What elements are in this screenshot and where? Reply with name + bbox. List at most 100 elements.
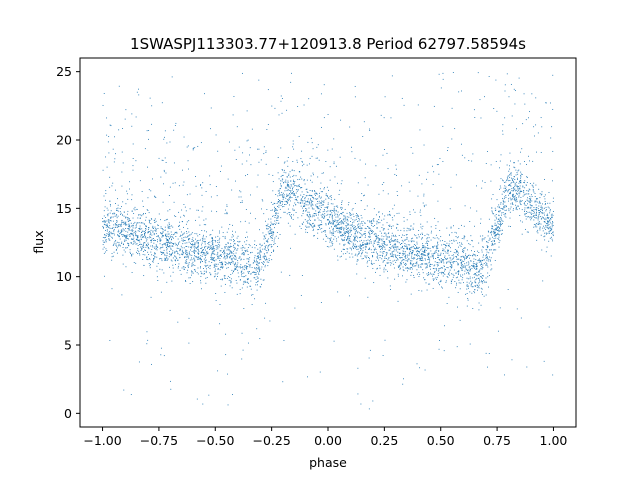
data-point (371, 252, 373, 253)
data-point (466, 305, 468, 307)
data-point (292, 183, 294, 185)
data-point (447, 251, 449, 253)
data-point (349, 238, 351, 240)
data-point (190, 246, 191, 248)
data-point (130, 232, 132, 234)
data-point (160, 239, 162, 241)
data-point (221, 247, 223, 249)
data-point (482, 282, 484, 284)
data-point (393, 254, 395, 256)
data-point (130, 253, 131, 255)
data-point (479, 276, 481, 278)
data-point (205, 277, 207, 279)
data-point (257, 255, 259, 257)
data-point (380, 114, 382, 116)
data-point (272, 224, 274, 226)
data-point (337, 231, 339, 233)
data-point (138, 227, 140, 229)
data-point (498, 229, 500, 231)
data-point (490, 257, 492, 259)
data-point (383, 246, 385, 248)
data-point (259, 262, 260, 264)
data-point (163, 136, 165, 138)
data-point (181, 247, 183, 249)
data-point (132, 225, 134, 227)
data-point (203, 224, 205, 226)
data-point (520, 177, 522, 179)
data-point (420, 215, 422, 217)
data-point (108, 232, 110, 234)
data-point (354, 245, 356, 247)
data-point (109, 230, 110, 232)
data-point (504, 84, 506, 86)
data-point (132, 169, 134, 171)
data-point (386, 238, 388, 240)
data-point (137, 230, 139, 232)
data-point (348, 202, 350, 203)
data-point (240, 202, 242, 203)
data-point (519, 163, 521, 165)
data-point (274, 220, 276, 222)
data-point (124, 222, 126, 224)
data-point (135, 239, 137, 241)
data-point (268, 258, 270, 260)
data-point (311, 203, 313, 205)
data-point (186, 242, 188, 244)
data-point (135, 226, 137, 228)
data-point (171, 245, 173, 247)
data-point (457, 264, 459, 266)
data-point (432, 273, 434, 275)
data-point (446, 258, 448, 260)
data-point (288, 198, 290, 200)
data-point (418, 252, 420, 254)
data-point (320, 203, 322, 205)
data-point (486, 256, 488, 258)
data-point (239, 288, 241, 290)
data-point (344, 227, 346, 229)
data-point (194, 265, 196, 266)
data-point (305, 225, 307, 227)
data-point (422, 269, 424, 271)
data-point (132, 243, 134, 245)
data-point (374, 242, 375, 244)
data-point (458, 246, 459, 248)
data-point (453, 275, 455, 277)
data-point (163, 183, 165, 185)
data-point (323, 188, 325, 190)
data-point (544, 214, 545, 216)
data-point (486, 264, 488, 266)
data-point (457, 306, 458, 308)
data-point (504, 196, 506, 198)
data-point (508, 175, 510, 177)
data-point (183, 181, 185, 183)
data-point (385, 244, 387, 246)
data-point (346, 212, 348, 214)
data-point (541, 216, 543, 218)
data-point (442, 250, 444, 251)
data-point (483, 281, 485, 283)
data-point (455, 256, 457, 257)
data-point (257, 284, 258, 286)
data-point (485, 352, 487, 354)
data-point (133, 208, 135, 210)
data-point (444, 256, 445, 258)
data-point (327, 207, 328, 209)
data-point (548, 240, 550, 242)
data-point (338, 229, 340, 231)
data-point (541, 193, 543, 195)
data-point (474, 276, 475, 278)
data-point (297, 105, 299, 107)
data-point (236, 266, 237, 268)
data-point (142, 254, 144, 256)
data-point (133, 240, 135, 242)
data-point (426, 221, 428, 223)
data-point (196, 209, 198, 211)
data-point (239, 279, 241, 281)
data-point (261, 262, 263, 263)
data-point (409, 229, 411, 231)
data-point (428, 258, 430, 260)
data-point (113, 242, 115, 244)
data-point (217, 268, 219, 270)
data-point (342, 219, 344, 221)
data-point (140, 239, 142, 241)
